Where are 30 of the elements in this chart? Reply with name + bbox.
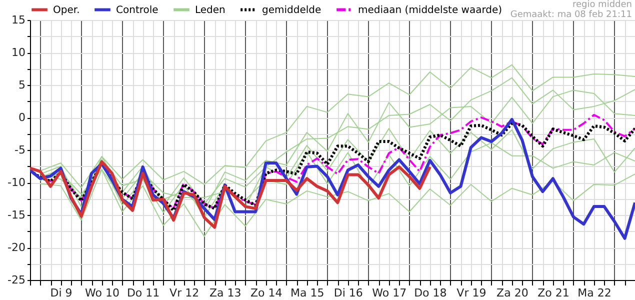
y-tick-label: -5 [14,144,26,156]
y-tick-label: 0 [18,111,26,124]
y-tick-label: 10 [12,46,26,59]
x-tick-label: Vr 19 [456,286,486,300]
y-tick-label: 15 [12,14,26,26]
x-tick-label: Di 16 [334,286,363,300]
legend-label: Oper. [53,4,80,16]
legend-label: mediaan (middelste waarde) [358,4,502,16]
legend-label: gemiddelde [262,4,322,16]
y-tick-label: -25 [8,274,26,286]
x-tick-label: Za 20 [496,286,528,300]
y-tick-label: -15 [8,208,26,222]
y-tick-label: -20 [8,241,26,254]
x-tick-label: Zo 21 [538,286,570,300]
legend-label: Controle [116,4,158,16]
x-tick-label: Di 9 [50,286,72,300]
x-tick-label: Za 13 [209,286,242,300]
x-tick-label: Vr 12 [170,286,200,300]
legend-label: Leden [195,4,226,16]
x-tick-label: Do 18 [414,286,447,300]
x-tick-label: Ma 22 [578,286,612,300]
x-tick-label: Zo 14 [250,286,282,300]
text: regio midden [571,0,632,10]
x-tick-label: Wo 10 [85,286,120,300]
text: Gemaakt: ma 08 feb 21:11 [510,10,632,20]
y-tick-label: -10 [8,176,26,189]
x-tick-label: Do 11 [126,286,160,300]
x-tick-label: Wo 17 [372,286,407,300]
x-tick-label: Ma 15 [290,286,324,300]
y-tick-label: 5 [18,78,26,92]
